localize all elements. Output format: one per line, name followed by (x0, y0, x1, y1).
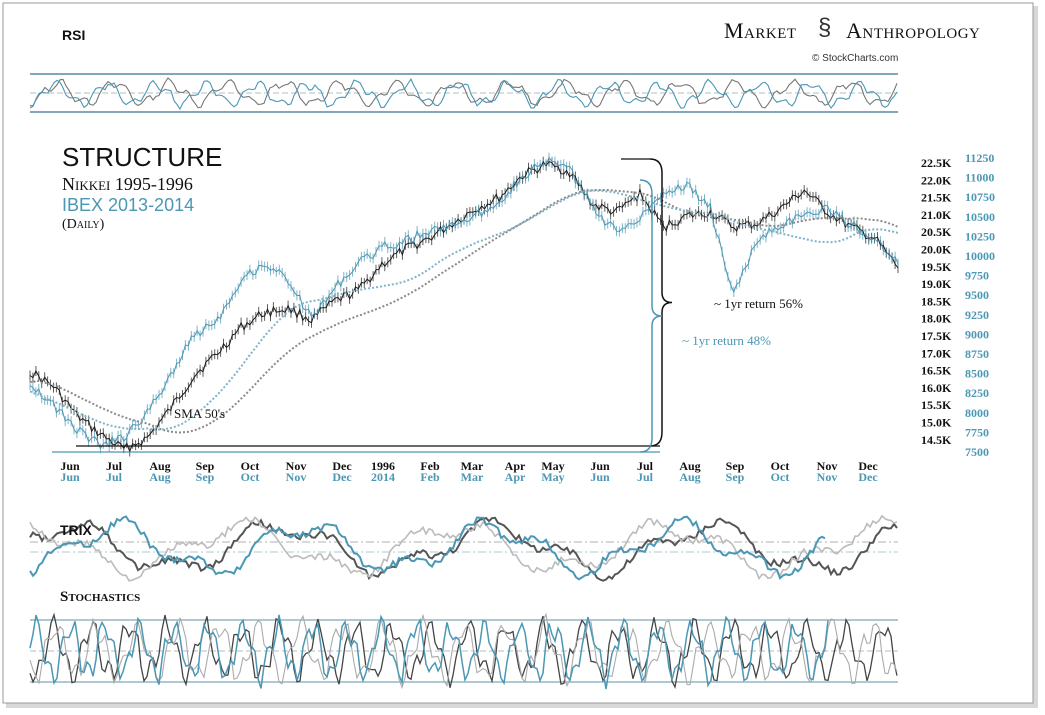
nikkei-y-tick: 15.0K (921, 416, 952, 430)
stochastics-panel-label: Stochastics (60, 589, 141, 605)
ibex-y-tick: 9750 (965, 269, 989, 283)
ibex-y-tick: 10500 (965, 210, 995, 224)
ibex-x-tick: May (541, 470, 564, 484)
nikkei-y-tick: 22.0K (921, 173, 952, 187)
trix-ibex-line (29, 515, 826, 581)
nikkei-return-brace (649, 158, 673, 447)
chart-subtitle-nikkei: Nikkei 1995-1996 (62, 174, 193, 194)
ibex-x-tick: Nov (286, 470, 307, 484)
ibex-x-tick: Oct (241, 470, 260, 484)
ibex-x-tick: Jul (637, 470, 654, 484)
ibex-y-tick: 8500 (965, 367, 989, 381)
nikkei-x-tick: Nov (817, 459, 838, 473)
ibex-x-tick: 2014 (371, 470, 395, 484)
nikkei-x-tick: Oct (241, 459, 260, 473)
ibex-series-line (29, 156, 899, 450)
stoch-signal-line (29, 612, 898, 690)
ibex-x-tick: Dec (332, 470, 352, 484)
nikkei-x-tick: Oct (771, 459, 790, 473)
nikkei-x-tick: May (541, 459, 564, 473)
nikkei-x-tick: Dec (858, 459, 878, 473)
nikkei-y-tick: 17.0K (921, 346, 952, 360)
nikkei-x-tick: Jun (590, 459, 610, 473)
nikkei-y-tick: 20.0K (921, 243, 952, 257)
ibex-x-tick: Aug (149, 470, 170, 484)
rsi-ibex-line (29, 77, 898, 111)
chart-title: STRUCTURE (62, 142, 223, 172)
ibex-y-tick: 11250 (965, 151, 994, 165)
ibex-y-tick: 9000 (965, 327, 989, 341)
ibex-y-tick: 9250 (965, 308, 989, 322)
nikkei-x-tick: Mar (461, 459, 484, 473)
ibex-y-tick: 10000 (965, 249, 995, 263)
brand-name-part1: Market (724, 18, 797, 43)
nikkei-x-tick: Jul (637, 459, 654, 473)
sma-annotation: SMA 50's (174, 406, 226, 421)
ibex-y-tick: 10250 (965, 229, 995, 243)
trix-nikkei-line (29, 516, 898, 582)
ibex-x-tick: Aug (679, 470, 700, 484)
nikkei-y-tick: 18.0K (921, 312, 952, 326)
ibex-sma50-line (29, 189, 899, 431)
ibex-x-tick: Jun (590, 470, 610, 484)
chart-subtitle-ibex: IBEX 2013-2014 (62, 195, 195, 215)
ibex-y-tick: 8250 (965, 386, 989, 400)
ibex-y-tick: 8750 (965, 347, 989, 361)
nikkei-y-tick: 16.0K (921, 381, 952, 395)
nikkei-x-tick: Apr (505, 459, 526, 473)
nikkei-x-tick: Dec (332, 459, 352, 473)
nikkei-y-tick: 18.5K (921, 294, 952, 308)
stoch-ibex-line (29, 614, 829, 690)
ibex-y-tick: 10750 (965, 190, 995, 204)
ibex-y-tick: 11000 (965, 171, 994, 185)
ibex-x-tick: Jun (60, 470, 80, 484)
ibex-x-tick: Nov (817, 470, 838, 484)
nikkei-return-annotation: ~ 1yr return 56% (714, 296, 803, 311)
nikkei-y-tick: 17.5K (921, 329, 952, 343)
rsi-nikkei-line (29, 77, 898, 109)
rsi-panel-label: RSI (62, 27, 86, 43)
nikkei-y-tick: 15.5K (921, 398, 952, 412)
nikkei-x-tick: Aug (679, 459, 700, 473)
brand-name-part2: Anthropology (846, 18, 981, 43)
ibex-x-tick: Feb (420, 470, 440, 484)
nikkei-y-tick: 14.5K (921, 433, 952, 447)
ibex-x-tick: Sep (196, 470, 215, 484)
brand-credit: © StockCharts.com (812, 53, 899, 64)
ibex-return-brace (639, 179, 663, 453)
dna-helix-icon: § (818, 14, 832, 41)
ibex-x-tick: Jul (106, 470, 123, 484)
ibex-x-tick: Mar (461, 470, 484, 484)
nikkei-x-tick: 1996 (371, 459, 395, 473)
ibex-x-tick: Sep (726, 470, 745, 484)
chart-subtitle-daily: (Daily) (62, 217, 105, 232)
nikkei-x-tick: Jul (106, 459, 123, 473)
ibex-return-annotation: ~ 1yr return 48% (682, 333, 771, 348)
chart-frame (2, 2, 1034, 704)
nikkei-y-tick: 22.5K (921, 156, 952, 170)
ibex-y-tick: 7750 (965, 425, 989, 439)
nikkei-x-tick: Feb (420, 459, 440, 473)
nikkei-x-tick: Nov (286, 459, 307, 473)
ibex-y-tick: 9500 (965, 288, 989, 302)
nikkei-y-tick: 20.5K (921, 225, 952, 239)
nikkei-x-tick: Jun (60, 459, 80, 473)
nikkei-x-tick: Sep (196, 459, 215, 473)
nikkei-y-tick: 19.0K (921, 277, 952, 291)
nikkei-x-tick: Aug (149, 459, 170, 473)
ibex-x-tick: Dec (858, 470, 878, 484)
ibex-x-tick: Oct (771, 470, 790, 484)
ibex-y-tick: 8000 (965, 406, 989, 420)
ibex-x-tick: Apr (505, 470, 526, 484)
nikkei-y-tick: 19.5K (921, 260, 952, 274)
trix-panel-label: TRIX (60, 522, 92, 538)
nikkei-y-tick: 21.5K (921, 191, 952, 205)
ibex-y-tick: 7500 (965, 445, 989, 459)
nikkei-x-tick: Sep (726, 459, 745, 473)
nikkei-y-tick: 16.5K (921, 364, 952, 378)
nikkei-y-tick: 21.0K (921, 208, 952, 222)
